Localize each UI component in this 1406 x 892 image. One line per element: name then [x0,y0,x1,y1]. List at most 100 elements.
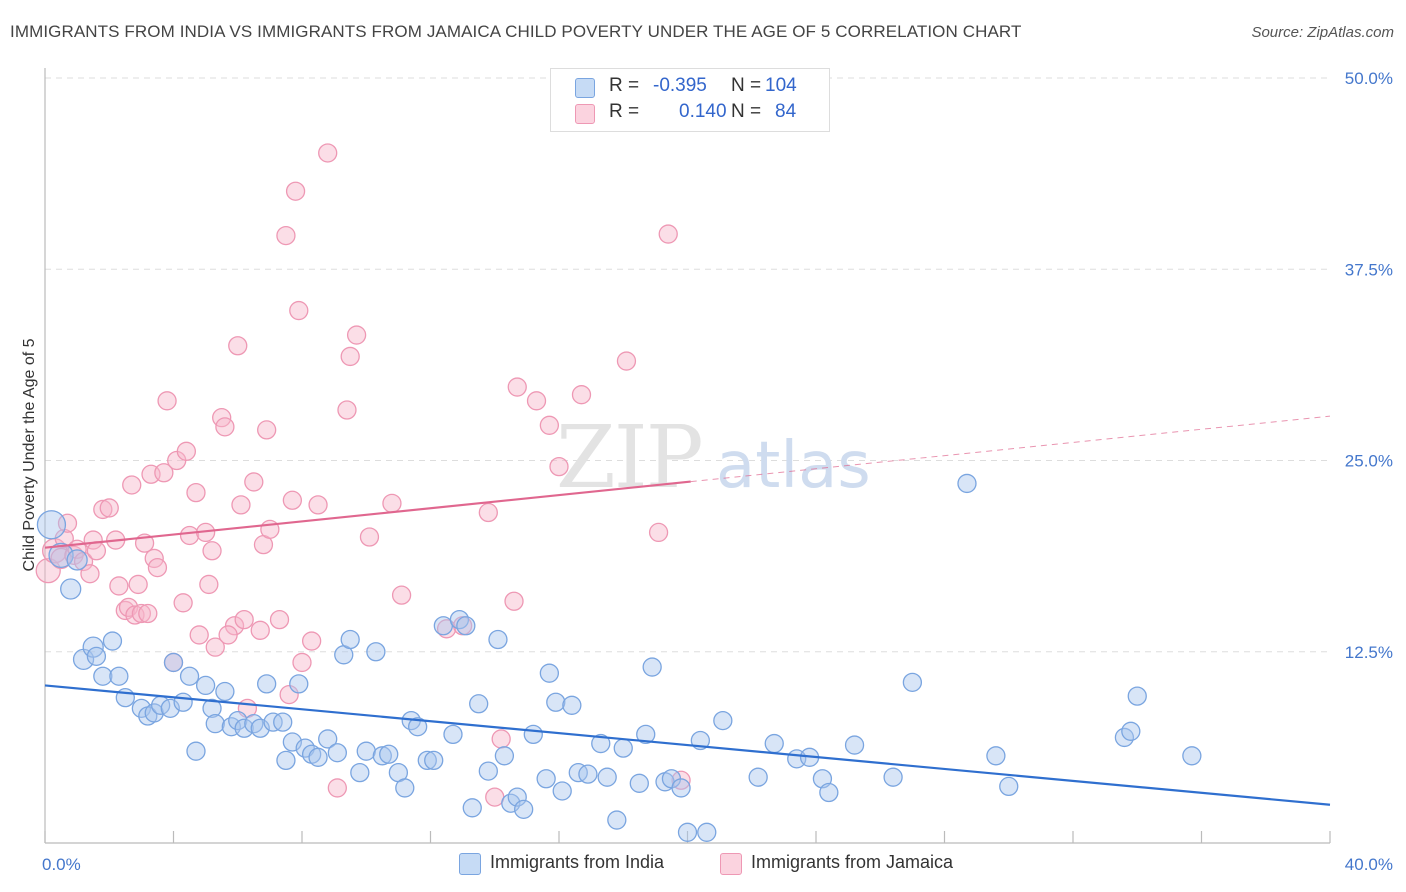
india-point [568,762,588,783]
legend-r-value: 0.140 [679,101,727,122]
jamaica-point [199,574,219,595]
jamaica-point [250,620,270,640]
india-point [273,712,293,732]
jamaica-point [173,593,193,613]
india-point [36,510,67,540]
trend-lines [44,415,1331,806]
india-point [407,717,428,737]
india-point [289,674,309,694]
jamaica-point [228,336,248,356]
jamaica-point [526,391,547,411]
india-point [443,724,463,745]
india-point [202,698,222,719]
india-point [109,666,129,686]
y-tick-label: 25.0% [1345,452,1393,471]
india-point [844,735,865,755]
india-point [986,746,1006,766]
india-point [697,822,717,842]
jamaica-point [80,564,100,584]
jamaica-point [478,502,498,523]
india-point [629,773,649,793]
india-point [66,549,88,571]
legend-swatch-india [575,78,595,98]
india-point [60,578,82,600]
jamaica-point [83,530,103,550]
jamaica-point [215,417,235,437]
jamaica-point [93,499,113,520]
india-point [163,652,184,673]
jamaica-point [491,729,511,749]
india-point [597,767,617,787]
india-point [1121,721,1141,741]
jamaica-point [279,684,299,705]
jamaica-trend-line [44,480,691,549]
grid-lines [45,77,1330,653]
jamaica-point [507,377,527,397]
india-point [523,724,543,745]
y-tick-label: 50.0% [1345,69,1393,88]
legend-r-label: R = [609,101,640,122]
legend-swatch-jamaica [720,853,742,875]
india-point [957,473,977,494]
legend-swatch-india [459,853,481,875]
jamaica-point [176,441,197,461]
india-point [1182,746,1202,766]
jamaica-point [616,351,637,371]
india-point [215,681,235,702]
india-point [514,799,534,819]
chart-title: IMMIGRANTS FROM INDIA VS IMMIGRANTS FROM… [10,22,1022,41]
y-tick-label: 12.5% [1345,643,1393,662]
legend-n-label: N = [731,101,762,122]
india-point [257,674,277,694]
jamaica-point [504,591,524,611]
jamaica-point [391,585,412,605]
axes [44,68,1331,844]
jamaica-point [340,346,360,367]
jamaica-point [571,385,592,405]
legend-n-value: 104 [765,75,797,96]
india-point [488,629,508,650]
india-point [395,778,415,798]
jamaica-point [138,603,158,624]
jamaica-point [285,181,306,201]
india-point [494,746,515,766]
india-point [327,743,347,763]
jamaica-point [50,547,72,570]
correlation-legend: R = -0.395 N = 104 R = 0.140 N = 84 [550,68,830,132]
jamaica-point [186,482,206,503]
jamaica-point [382,493,402,513]
watermark-zip: ZIP [556,408,702,508]
jamaica-point [282,490,303,510]
jamaica-trend-extension [690,415,1331,483]
jamaica-point [86,541,107,561]
jamaica-point [157,391,177,411]
india-point [546,692,566,712]
jamaica-point [57,513,78,533]
tick-labels: 12.5% 25.0% 37.5% 50.0% 0.0% 40.0% [42,69,1393,874]
jamaica-point [648,522,669,543]
series-india-points [36,473,1202,842]
india-point [578,764,598,784]
india-point [671,778,691,798]
legend-r-label: R = [609,75,640,96]
y-tick-label: 37.5% [1345,260,1393,279]
india-point [318,729,338,749]
jamaica-point [346,325,367,345]
legend-swatch-jamaica [575,104,595,124]
india-point [456,616,476,636]
jamaica-point [292,652,312,673]
india-point [469,694,489,714]
jamaica-point [327,778,347,798]
legend-n-label: N = [731,75,762,96]
india-point [883,767,903,787]
jamaica-point [301,631,322,651]
jamaica-point [276,225,296,246]
india-point [636,724,656,745]
india-point [552,781,572,801]
jamaica-point [234,609,254,630]
india-point [677,822,698,842]
india-point [308,747,328,767]
india-point [819,782,839,803]
jamaica-point [308,495,328,515]
india-point [372,746,392,766]
